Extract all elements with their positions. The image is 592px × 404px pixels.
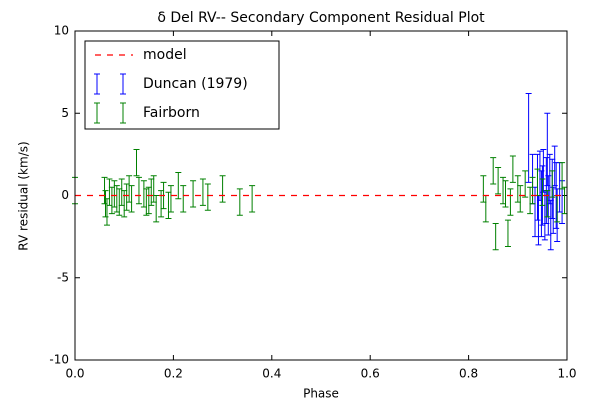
legend-label: Fairborn [143, 105, 200, 121]
x-tick-label: 1.0 [557, 367, 576, 381]
error-bar [102, 190, 109, 218]
error-bar [540, 148, 547, 193]
error-bar [490, 157, 497, 185]
error-bar [507, 188, 514, 216]
error-bar [135, 176, 142, 205]
legend-swatch [94, 102, 100, 124]
error-bar [502, 180, 509, 208]
error-bar [236, 188, 243, 216]
plot-frame [74, 30, 568, 361]
legend-label: Duncan (1979) [143, 76, 248, 92]
legend-swatch [94, 73, 100, 95]
y-tick-label: 0 [61, 188, 69, 202]
y-tick-label: 10 [54, 24, 69, 38]
error-bar [525, 93, 532, 183]
error-bar [549, 170, 556, 198]
error-bar [133, 148, 140, 177]
x-axis-label: Phase [303, 387, 339, 401]
error-bar [550, 186, 557, 234]
x-tick-label: 0.6 [361, 367, 380, 381]
error-bar [539, 178, 546, 206]
error-bar [529, 176, 536, 205]
error-bar [492, 222, 499, 251]
error-bar [219, 175, 226, 203]
error-bar [517, 185, 524, 213]
error-bar [504, 219, 511, 247]
y-tick-label: 5 [61, 106, 69, 120]
error-bar [153, 195, 160, 223]
error-bar [175, 171, 182, 200]
legend-swatch [120, 102, 126, 124]
legend-swatch [120, 73, 126, 95]
y-tick-label: -10 [49, 353, 69, 367]
x-tick-label: 0.4 [262, 367, 281, 381]
legend-box [84, 40, 280, 130]
error-bar [190, 180, 197, 208]
error-bar [522, 170, 529, 198]
error-bar [204, 183, 211, 211]
x-tick-label: 0.2 [164, 367, 183, 381]
x-tick-label: 0.8 [459, 367, 478, 381]
error-bar [180, 185, 187, 213]
error-bar [249, 185, 256, 213]
y-tick-label: -5 [57, 270, 69, 284]
y-axis-label: RV residual (km/s) [17, 141, 31, 250]
error-bar [495, 167, 502, 195]
error-bar [128, 185, 135, 213]
error-bar [199, 178, 206, 206]
chart-title: δ Del RV-- Secondary Component Residual … [157, 10, 485, 26]
x-tick-label: 0.0 [65, 367, 84, 381]
error-bar [167, 185, 174, 213]
legend-label: model [143, 47, 187, 63]
error-bar [509, 155, 516, 183]
